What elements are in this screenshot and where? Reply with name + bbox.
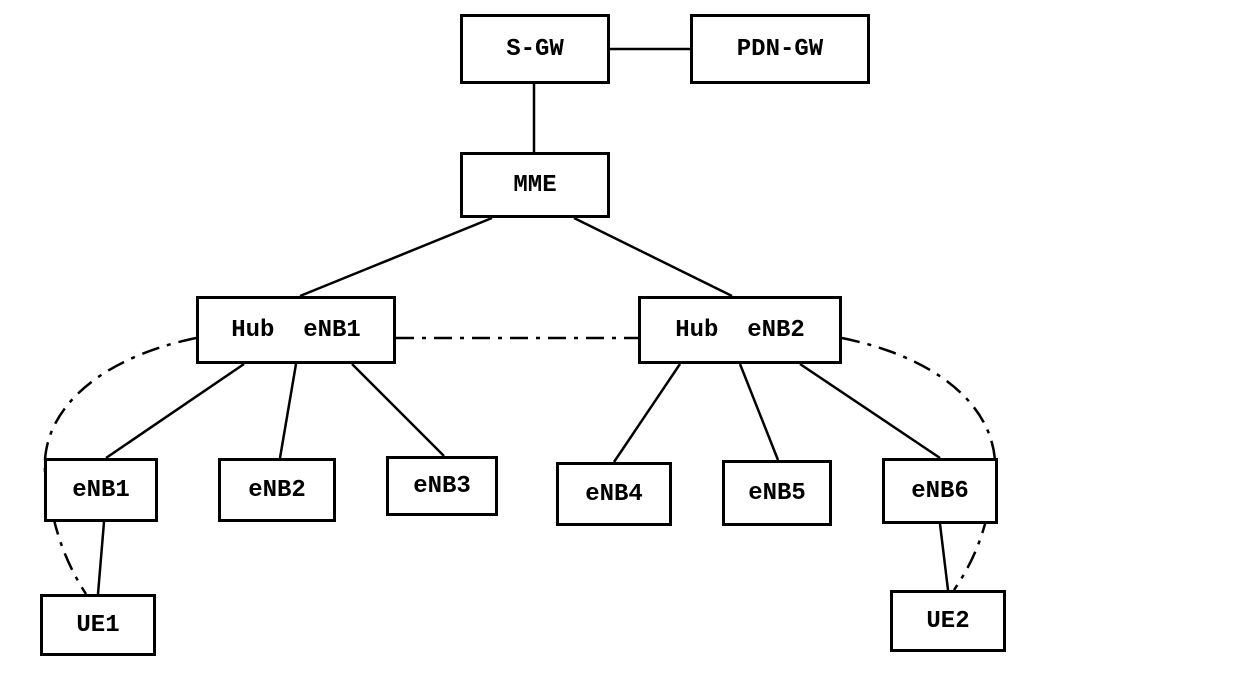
- node-label-ue1: UE1: [76, 612, 119, 639]
- node-sgw: S-GW: [460, 14, 610, 84]
- edge-solid: [940, 524, 948, 590]
- edge-solid: [352, 364, 444, 456]
- edge-solid: [574, 218, 732, 296]
- node-mme: MME: [460, 152, 610, 218]
- node-label-sgw: S-GW: [506, 36, 564, 63]
- node-label-enb3: eNB3: [413, 473, 471, 500]
- edge-solid: [98, 522, 104, 594]
- edge-solid: [614, 364, 680, 462]
- diagram-edges: [0, 0, 1239, 678]
- node-label-ue2: UE2: [926, 608, 969, 635]
- edge-solid: [106, 364, 244, 458]
- edge-solid: [300, 218, 492, 296]
- node-enb5: eNB5: [722, 460, 832, 526]
- node-label-enb5: eNB5: [748, 480, 806, 507]
- node-label-hub2: Hub eNB2: [675, 317, 805, 344]
- edge-solid: [800, 364, 940, 458]
- node-enb6: eNB6: [882, 458, 998, 524]
- node-label-enb6: eNB6: [911, 478, 969, 505]
- node-enb3: eNB3: [386, 456, 498, 516]
- node-ue1: UE1: [40, 594, 156, 656]
- node-enb2: eNB2: [218, 458, 336, 522]
- node-pdngw: PDN-GW: [690, 14, 870, 84]
- node-enb1: eNB1: [44, 458, 158, 522]
- node-label-mme: MME: [513, 172, 556, 199]
- node-ue2: UE2: [890, 590, 1006, 652]
- node-label-enb4: eNB4: [585, 481, 643, 508]
- node-label-hub1: Hub eNB1: [231, 317, 361, 344]
- edge-solid: [740, 364, 778, 460]
- node-label-enb2: eNB2: [248, 477, 306, 504]
- node-label-pdngw: PDN-GW: [737, 36, 823, 63]
- node-hub1: Hub eNB1: [196, 296, 396, 364]
- edge-solid: [280, 364, 296, 458]
- node-hub2: Hub eNB2: [638, 296, 842, 364]
- node-enb4: eNB4: [556, 462, 672, 526]
- node-label-enb1: eNB1: [72, 477, 130, 504]
